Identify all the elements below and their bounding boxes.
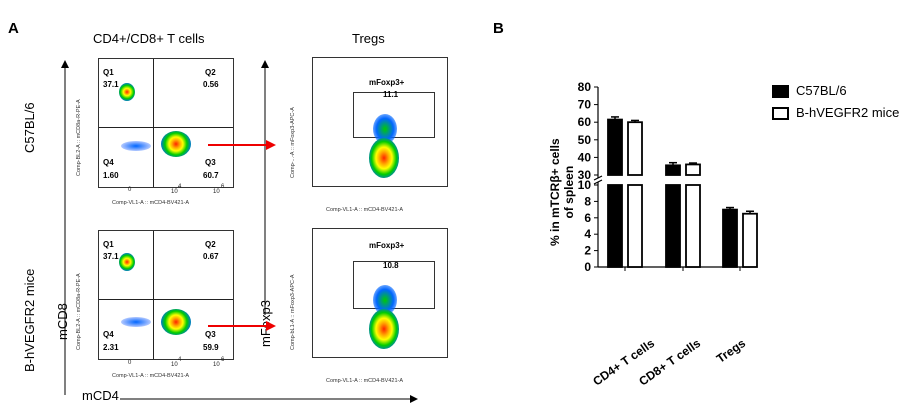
q3-value: 59.9 (203, 343, 219, 352)
q1-value: 37.1 (103, 252, 119, 261)
mcd8-axis-label: mCD8 (55, 303, 70, 340)
y-tick-label: 70 (578, 98, 592, 112)
tick-0: 0 (128, 187, 132, 193)
y-tick-label: 2 (584, 244, 591, 258)
gate-label: mFoxp3+ (369, 78, 405, 87)
tick-10-6: 10 (213, 362, 220, 368)
quadrant-vline (153, 59, 154, 187)
tick-10-4: 10 (171, 189, 178, 195)
mcd4-axis-label: mCD4 (82, 388, 119, 403)
legend-swatch-bhvegfr2 (772, 107, 789, 120)
double-negative-population (121, 141, 151, 151)
bar-0-0 (607, 118, 623, 176)
treg-percent: 10.8 (383, 261, 399, 270)
legend-label-c57bl6: C57BL/6 (796, 83, 847, 98)
y-tick-label: 10 (578, 178, 592, 192)
q2-value: 0.67 (203, 252, 219, 261)
y-tick-label: 50 (578, 133, 592, 147)
bar-1-1-lower (685, 184, 701, 268)
tick-0: 0 (128, 360, 132, 366)
tregs-title: Tregs (352, 31, 385, 46)
q3-value: 60.7 (203, 171, 219, 180)
panel-a-letter: A (8, 20, 19, 37)
y-tick-label: 4 (584, 227, 591, 241)
dotplot-xaxis-title: Comp-VL1-A :: mCD4-BV421-A (112, 200, 190, 206)
cd8-population (119, 253, 135, 271)
bar-0-0-lower (607, 184, 623, 268)
red-arrow-row2 (208, 321, 276, 331)
mcd4-axis-arrow (120, 395, 418, 403)
gate-label: mFoxp3+ (369, 241, 405, 250)
q4-value: 2.31 (103, 343, 119, 352)
treg-plot-bhvegfr2: mFoxp3+ 10.8 (312, 228, 448, 358)
bar-1-0-lower (627, 184, 643, 268)
axis-break-mark (593, 175, 603, 181)
y-tick-label: 40 (578, 150, 592, 164)
q3-label: Q3 (205, 158, 216, 167)
treg-percent: 11.1 (383, 90, 399, 99)
dotplot-yaxis-title: Comp-BL2-A :: mCD8a-R-PE-A (76, 273, 82, 350)
q4-value: 1.60 (103, 171, 119, 180)
legend-swatch-c57bl6 (772, 85, 789, 98)
q2-label: Q2 (205, 240, 216, 249)
tick-exp-4: 4 (178, 184, 182, 190)
quadrant-hline (99, 299, 233, 300)
panel-b-letter: B (493, 20, 504, 37)
cd4-foxp3neg-population (369, 309, 399, 349)
cd4-population (161, 131, 191, 157)
dotplot-xaxis-title: Comp-VL1-A :: mCD4-BV421-A (112, 373, 190, 379)
q1-value: 37.1 (103, 80, 119, 89)
legend-label-bhvegfr2: B-hVEGFR2 mice (796, 105, 900, 120)
y-tick-label: 60 (578, 115, 592, 129)
bar-1-2 (742, 212, 758, 268)
q1-label: Q1 (103, 240, 114, 249)
cd4-population (161, 309, 191, 335)
bar-0-1 (665, 164, 681, 176)
cd4-cd8-dotplot-bhvegfr2: Q1 37.1 Q2 0.67 Q4 2.31 Q3 59.9 (98, 230, 234, 360)
axis-break-mark (593, 179, 603, 185)
cd4-foxp3neg-population (369, 138, 399, 178)
y-tick-label: 6 (584, 211, 591, 225)
bar-1-1 (685, 163, 701, 176)
bar-chart: 30 40 50 60 70 80 0 2 4 6 8 10 (578, 80, 758, 274)
cd4-cd8-dotplot-c57bl6: Q1 37.1 Q2 0.56 Q4 1.60 Q3 60.7 (98, 58, 234, 188)
q3-label: Q3 (205, 330, 216, 339)
y-tick-label: 30 (578, 168, 592, 182)
mfoxp3-axis-arrow (261, 60, 269, 315)
double-negative-population (121, 317, 151, 327)
tick-exp-6: 6 (221, 184, 225, 190)
cd4-cd8-title: CD4+/CD8+ T cells (93, 31, 205, 46)
treg-xaxis-title: Comp-VL1-A :: mCD4-BV421-A (326, 207, 404, 213)
y-tick-label: 80 (578, 80, 592, 94)
row-label-bhvegfr2: B-hVEGFR2 mice (22, 268, 37, 372)
q1-label: Q1 (103, 68, 114, 77)
cd8-population (119, 83, 135, 101)
bar-1-0 (627, 121, 643, 176)
q4-label: Q4 (103, 330, 114, 339)
treg-plot-c57bl6: mFoxp3+ 11.1 (312, 57, 448, 187)
red-arrow-row1 (208, 140, 276, 150)
y-tick-label: 8 (584, 194, 591, 208)
tick-10-6: 10 (213, 189, 220, 195)
q2-label: Q2 (205, 68, 216, 77)
row-label-c57bl6: C57BL/6 (22, 102, 37, 153)
y-tick-label: 0 (584, 260, 591, 274)
dotplot-yaxis-title: Comp-BL2-A :: mCD8a-R-PE-A (76, 99, 82, 176)
tick-exp-6: 6 (221, 357, 225, 363)
q2-value: 0.56 (203, 80, 219, 89)
tick-10-4: 10 (171, 362, 178, 368)
treg-yaxis-title: Comp-...-A :: mFoxp3-APC-A (290, 107, 296, 178)
q4-label: Q4 (103, 158, 114, 167)
treg-xaxis-title: Comp-VL1-A :: mCD4-BV421-A (326, 378, 404, 384)
bar-0-2 (722, 208, 738, 268)
bar-0-1-lower (665, 184, 681, 268)
mcd8-axis-arrow (61, 60, 69, 395)
quadrant-vline (153, 231, 154, 359)
tick-exp-4: 4 (178, 357, 182, 363)
treg-yaxis-title: Comp-bL1-A :: mFoxp3-APC-A (290, 274, 296, 351)
quadrant-hline (99, 127, 233, 128)
